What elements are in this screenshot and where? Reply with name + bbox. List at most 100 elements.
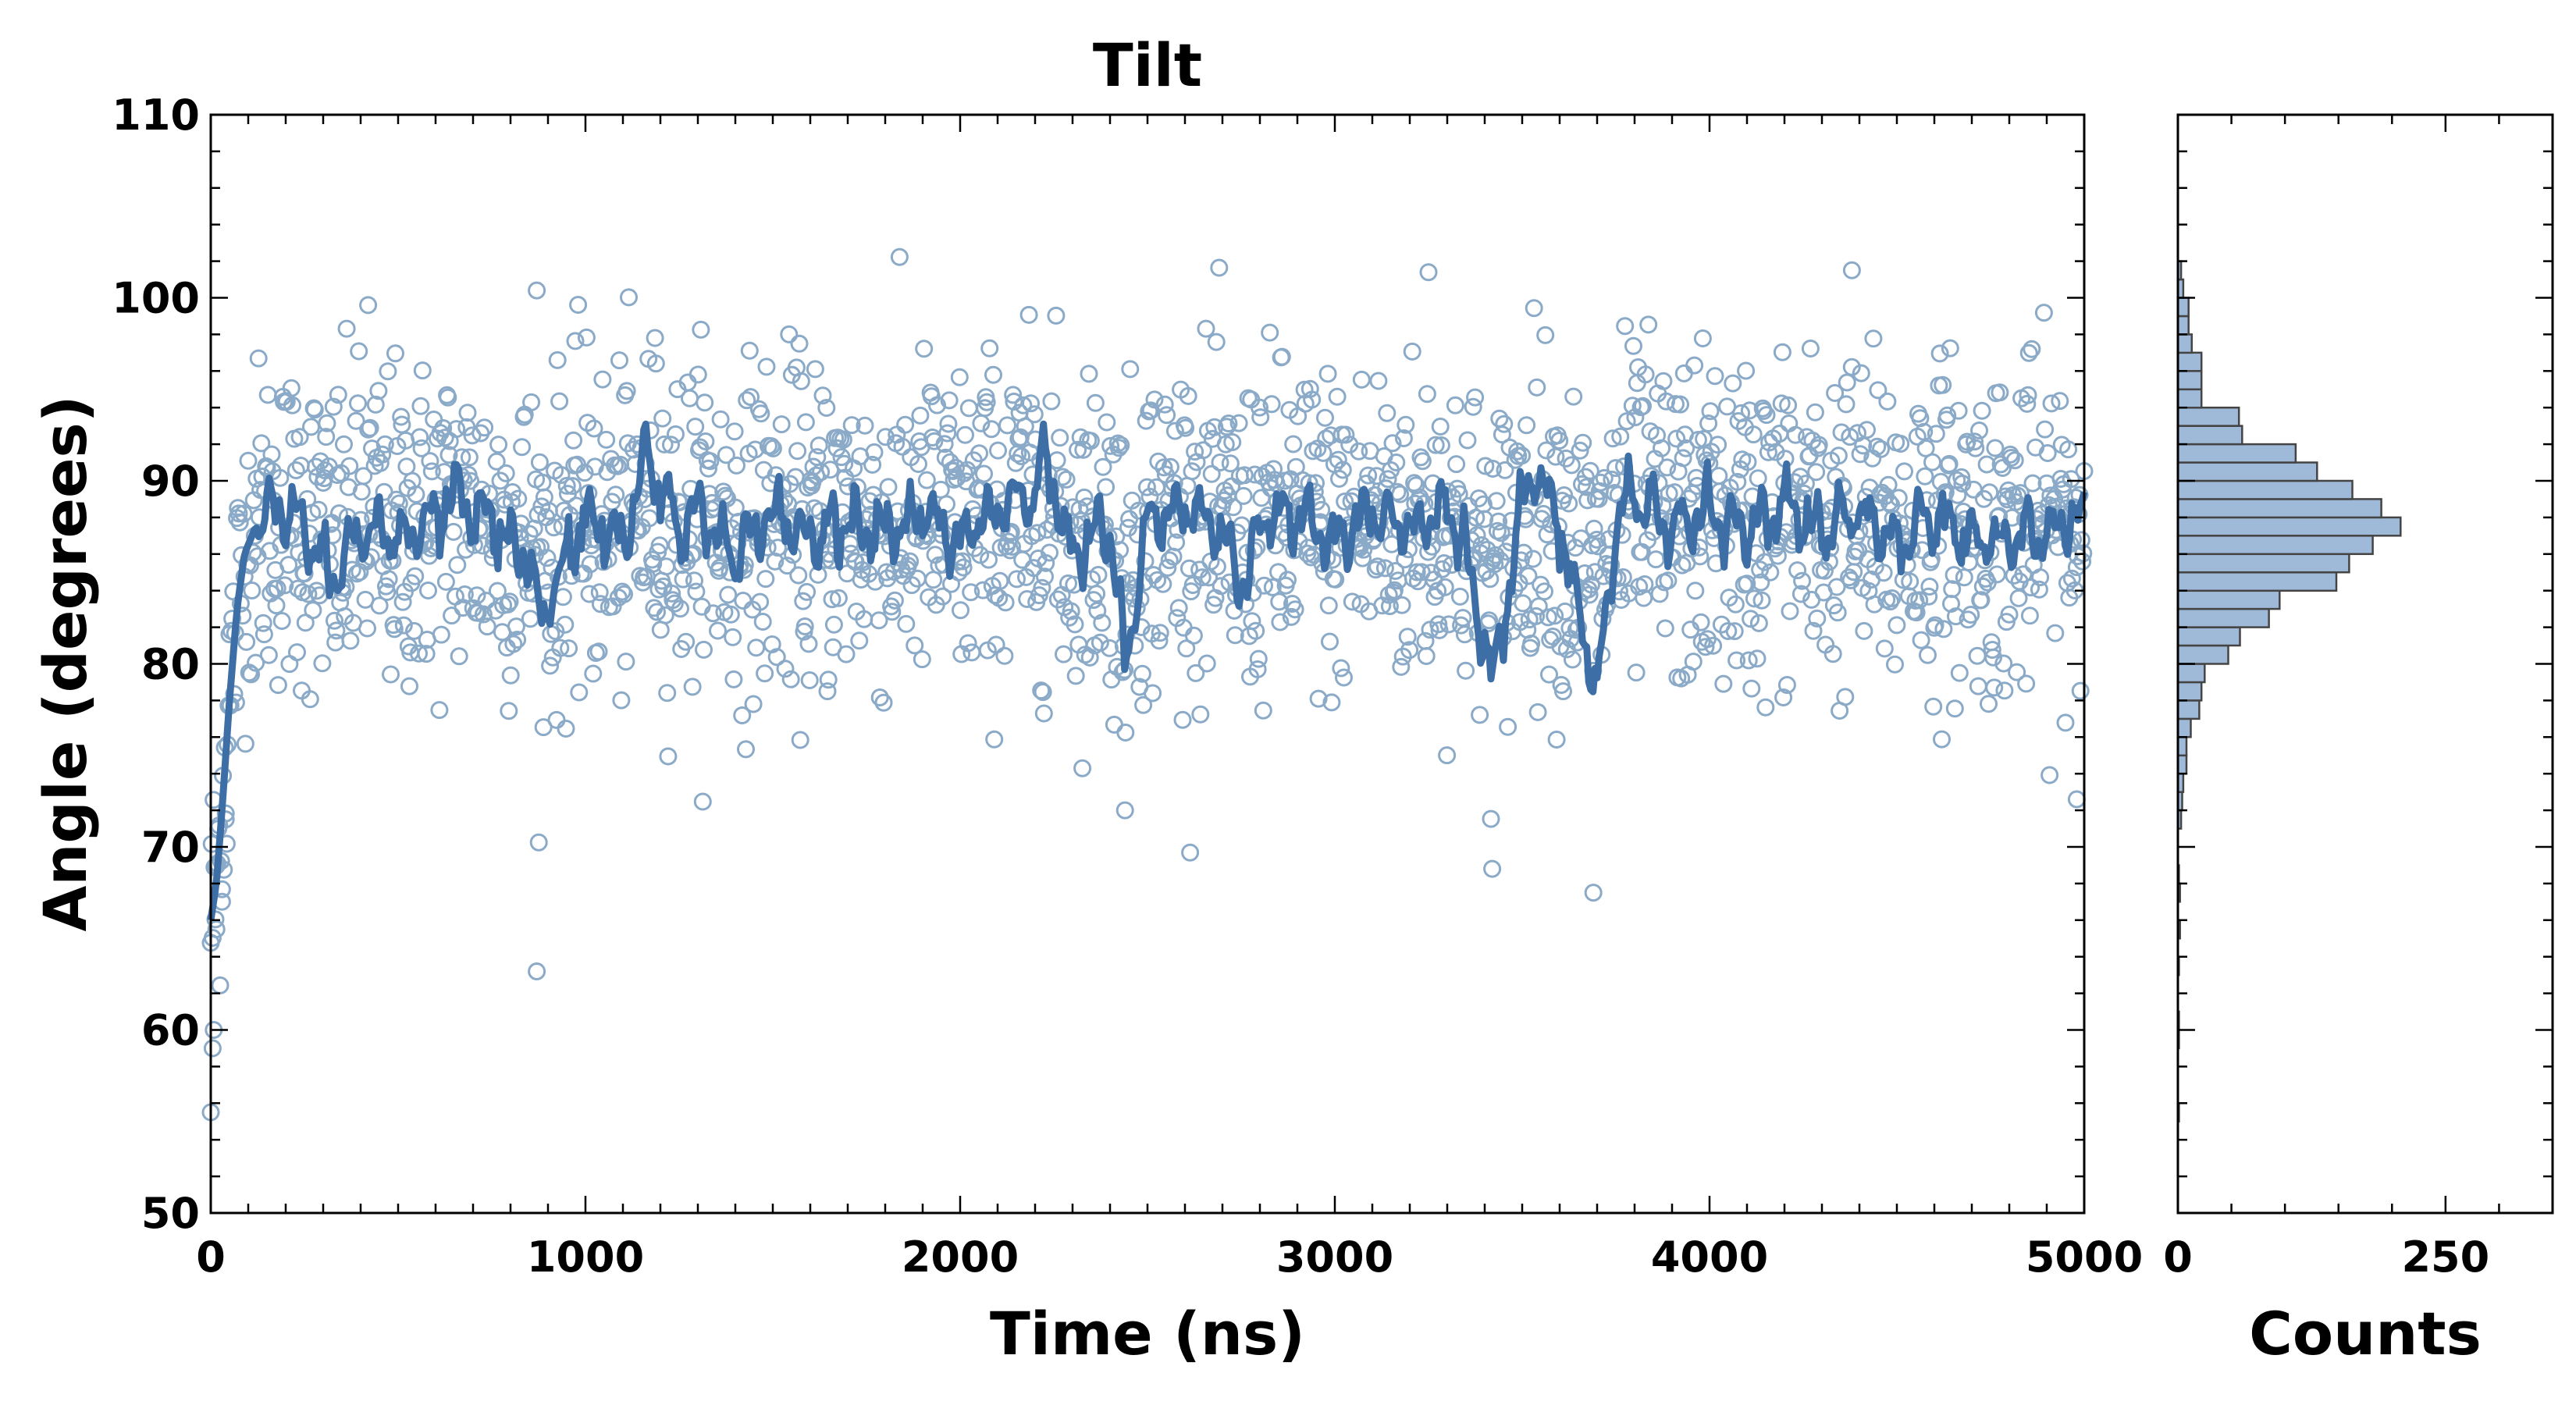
scatter-point <box>460 448 479 467</box>
scatter-point <box>1158 406 1176 425</box>
scatter-point <box>394 616 413 635</box>
scatter-point <box>790 334 809 353</box>
histogram-bar <box>2176 699 2201 720</box>
scatter-point <box>1966 432 1984 451</box>
scatter-point <box>1144 684 1162 702</box>
scatter-point <box>1944 566 1963 585</box>
histogram-bars <box>2176 260 2402 1123</box>
scatter-point <box>1155 395 1174 414</box>
scatter-point <box>1840 568 1859 587</box>
scatter-point <box>939 414 958 433</box>
scatter-point <box>1635 575 1654 593</box>
scatter-point <box>1062 602 1080 621</box>
scatter-point <box>1450 587 1469 606</box>
scatter-point <box>1875 639 1894 658</box>
scatter-point <box>1864 329 1883 348</box>
scatter-point <box>1055 645 1073 663</box>
scatter-point <box>1627 663 1646 682</box>
scatter-point <box>1184 626 1203 645</box>
scatter-point <box>962 583 980 602</box>
scatter-point <box>1941 339 1959 357</box>
scatter-point <box>529 833 548 852</box>
scatter-point <box>379 362 397 381</box>
scatter-point <box>819 670 838 689</box>
scatter-point <box>2019 386 2037 404</box>
scatter-point <box>1418 385 1436 404</box>
scatter-point <box>1053 468 1072 486</box>
scatter-point <box>767 648 786 667</box>
scatter-point <box>617 382 636 400</box>
scatter-point <box>751 592 770 611</box>
scatter-point <box>683 678 702 696</box>
scatter-point <box>1539 608 1557 627</box>
scatter-point <box>1270 592 1289 611</box>
scatter-point <box>1706 367 1724 386</box>
scatter-point <box>580 585 599 603</box>
scatter-point <box>1537 441 1556 460</box>
scatter-point <box>267 596 286 615</box>
scatter-point <box>959 634 977 653</box>
scatter-point <box>1838 373 1856 392</box>
scatter-point <box>1352 370 1371 389</box>
scatter-point <box>1970 422 1988 439</box>
scatter-point <box>1183 462 1201 481</box>
scatter-point <box>1432 436 1450 454</box>
histogram-bar <box>2176 333 2194 354</box>
scatter-point <box>575 464 594 482</box>
scatter-point <box>318 414 336 432</box>
scatter-point <box>1774 688 1793 706</box>
scatter-point <box>1837 395 1856 414</box>
scatter-point <box>203 929 222 947</box>
scatter-point <box>350 342 368 361</box>
scatter-point <box>1962 606 1980 624</box>
scatter-point <box>1251 408 1270 427</box>
scatter-point <box>954 558 973 577</box>
scatter-point <box>823 590 841 609</box>
scatter-point <box>522 393 541 411</box>
scatter-point <box>1375 559 1394 578</box>
scatter-point <box>1369 372 1388 390</box>
scatter-point <box>1699 414 1718 432</box>
scatter-point <box>925 432 944 450</box>
scatter-point <box>439 388 457 407</box>
scatter-point <box>1980 695 1998 713</box>
scatter-point <box>341 631 360 650</box>
scatter-point <box>1611 427 1630 446</box>
histogram-frame <box>2176 113 2554 1215</box>
scatter-point <box>1757 406 1776 425</box>
scatter-point <box>1255 576 1273 595</box>
scatter-point <box>463 426 482 445</box>
scatter-point <box>422 462 441 481</box>
scatter-point <box>2009 589 2028 607</box>
scatter-point <box>1616 317 1635 336</box>
scatter-point <box>1413 452 1432 471</box>
scatter-point <box>1057 470 1076 489</box>
scatter-point <box>236 735 254 753</box>
scatter-point <box>1137 478 1156 496</box>
scatter-point <box>1990 507 2008 525</box>
histogram-bar <box>2176 736 2188 757</box>
scatter-point <box>478 617 496 636</box>
scatter-point <box>304 601 322 620</box>
scatter-point <box>1517 416 1536 435</box>
scatter-point <box>809 436 828 455</box>
scatter-point <box>436 572 455 591</box>
scatter-point <box>507 617 525 636</box>
scatter-point <box>1452 616 1471 635</box>
scatter-point <box>901 552 920 571</box>
scatter-point <box>1737 361 1756 380</box>
scatter-point <box>2062 569 2081 588</box>
scatter-point <box>837 645 856 663</box>
scatter-point <box>290 428 309 446</box>
scatter-point <box>2051 392 2069 411</box>
histogram-bar <box>2176 516 2402 537</box>
scatter-point <box>272 612 291 630</box>
scatter-point <box>1229 414 1248 432</box>
scatter-point <box>1204 596 1223 614</box>
scatter-point <box>865 443 884 461</box>
scatter-point <box>1179 386 1197 405</box>
scatter-point <box>2018 394 2037 413</box>
scatter-point <box>985 730 1004 749</box>
scatter-point <box>955 464 973 482</box>
